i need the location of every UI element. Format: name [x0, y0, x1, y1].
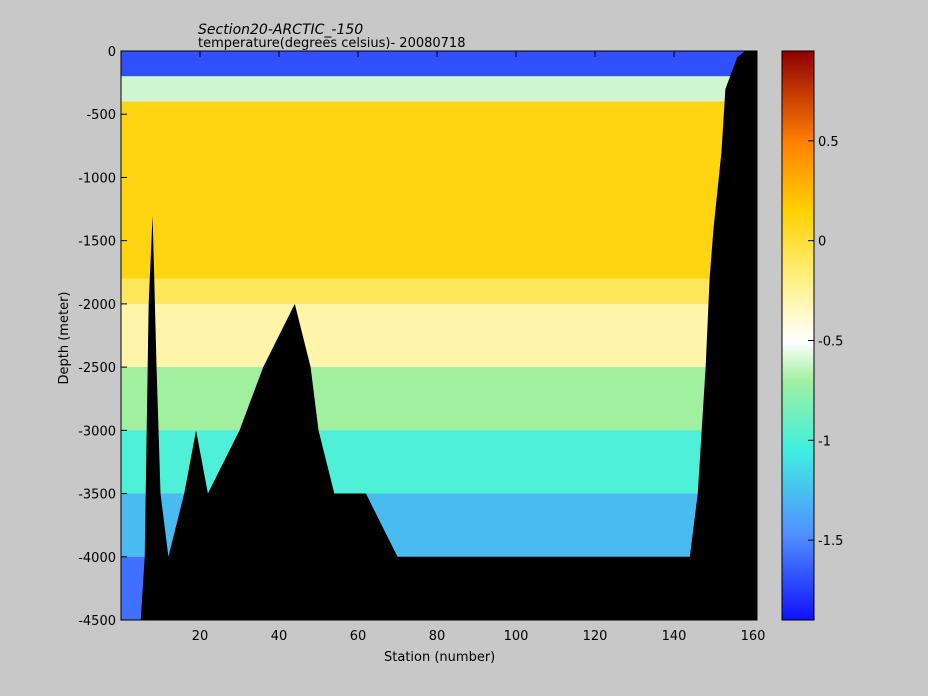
- temperature-layer: [121, 367, 757, 431]
- colorbar-tick-label: 0.5: [818, 135, 839, 150]
- temperature-layer: [121, 278, 757, 304]
- colorbar-tick-label: -0.5: [818, 334, 843, 349]
- temperature-layer: [121, 101, 757, 279]
- temperature-layer: [121, 76, 757, 102]
- section-plot: [121, 51, 757, 620]
- plot-frame: [120, 50, 758, 621]
- colorbar-gradient: [781, 50, 815, 621]
- chart-subtitle: temperature(degrees celsius)- 20080718: [198, 36, 466, 51]
- x-tick-label: 80: [429, 629, 446, 644]
- y-tick-label: -4500: [78, 614, 116, 629]
- colorbar-tick-label: 0: [818, 235, 826, 250]
- y-tick-label: -2000: [78, 298, 116, 313]
- x-tick-label: 160: [741, 629, 766, 644]
- x-tick-label: 20: [192, 629, 209, 644]
- x-tick-label: 40: [271, 629, 288, 644]
- plot-axes: 20 40 60 80 100 120 140 160 0 -500 -1000 -1500 -2000…: [78, 45, 765, 644]
- temperature-layer: [121, 303, 757, 368]
- seafloor-bathymetry: [124, 51, 757, 620]
- y-tick-label: -3500: [78, 488, 116, 503]
- y-tick-label: -1500: [78, 235, 116, 250]
- y-tick-label: -1000: [78, 171, 116, 186]
- y-tick-label: 0: [108, 45, 116, 60]
- y-tick-label: -3000: [78, 424, 116, 439]
- y-tick-label: -500: [86, 108, 116, 123]
- colorbar-tick-label: -1.5: [818, 534, 843, 549]
- temperature-layer: [121, 51, 757, 77]
- y-axis-label: Depth (meter): [57, 291, 72, 385]
- x-tick-label: 120: [583, 629, 608, 644]
- x-tick-label: 100: [504, 629, 529, 644]
- x-tick-label: 140: [662, 629, 687, 644]
- colorbar: 0.5 0 -0.5 -1 -1.5: [781, 50, 843, 621]
- y-tick-label: -4000: [78, 551, 116, 566]
- x-axis-label: Station (number): [384, 650, 496, 665]
- x-tick-label: 60: [350, 629, 367, 644]
- chart-title: Section20-ARCTIC_-150: [198, 22, 364, 38]
- colorbar-tick-label: -1: [818, 434, 831, 449]
- y-tick-label: -2500: [78, 361, 116, 376]
